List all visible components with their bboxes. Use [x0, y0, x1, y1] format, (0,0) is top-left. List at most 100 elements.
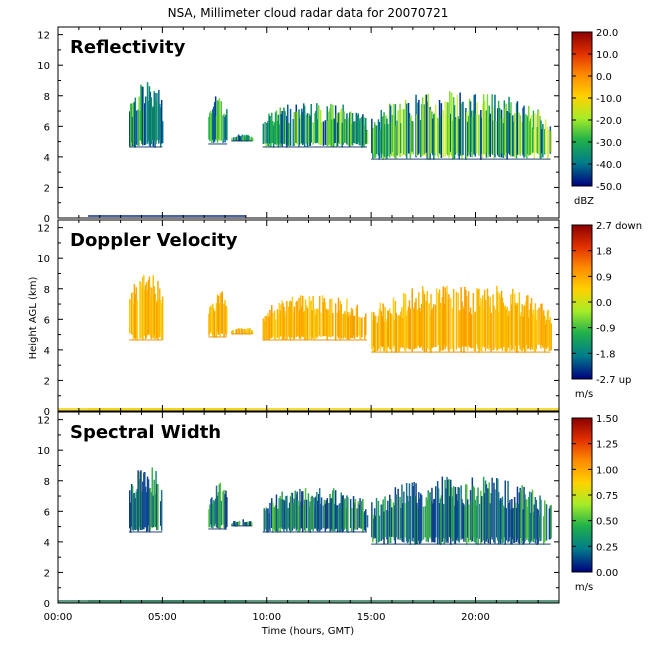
cloud-column [135, 287, 138, 339]
cloud-column [385, 115, 387, 160]
cloud-column [454, 486, 457, 544]
cloud-column [538, 110, 540, 155]
cloud-column [281, 111, 283, 147]
cloud-column [356, 115, 358, 145]
cloud-segment [262, 295, 367, 341]
colorbar-tick-label: 0.25 [596, 542, 618, 553]
cloud-column [325, 500, 327, 530]
cloud-column [346, 495, 348, 532]
cloud-column [466, 484, 468, 545]
cloud-column [426, 291, 428, 349]
cloud-base-edge [129, 339, 163, 341]
cloud-column [532, 110, 535, 153]
cloud-column [232, 330, 234, 335]
cloud-column [292, 119, 295, 147]
cloud-column [130, 293, 133, 335]
cloud-column [211, 307, 213, 334]
cloud-column [352, 121, 355, 143]
cloud-column [531, 127, 534, 153]
cloud-column [342, 104, 344, 145]
cloud-column [322, 302, 325, 336]
cloud-column [331, 498, 333, 529]
cloud-column [489, 113, 491, 157]
cloud-column [519, 115, 521, 156]
cloud-column [356, 508, 358, 530]
cloud-column [487, 295, 490, 346]
cloud-column [424, 506, 427, 538]
cloud-column [500, 499, 503, 540]
cloud-column [447, 480, 449, 543]
cloud-column [371, 502, 373, 538]
cloud-column [289, 300, 292, 341]
cloud-base-edge [129, 146, 163, 148]
cloud-column [296, 111, 298, 145]
cloud-column [316, 492, 318, 531]
cloud-column [236, 136, 238, 142]
cloud-column [377, 315, 380, 349]
cloud-column [453, 505, 456, 544]
cloud-column [308, 507, 311, 531]
cloud-column [244, 522, 246, 526]
cloud-column [359, 118, 361, 146]
cloud-column [287, 306, 290, 337]
cloud-column [522, 316, 524, 348]
cloud-column [214, 498, 217, 524]
cloud-column [419, 308, 421, 348]
cloud-column [415, 483, 417, 544]
cloud-column [317, 309, 319, 338]
cloud-column [540, 303, 542, 349]
cloud-column [384, 496, 386, 538]
cloud-column [490, 312, 492, 352]
cloud-column [387, 310, 389, 348]
cloud-column [413, 307, 415, 350]
cloud-column [224, 116, 226, 143]
cloud-column [269, 115, 271, 144]
cloud-column [386, 118, 388, 159]
cloud-column [134, 293, 137, 340]
cloud-column [154, 493, 156, 528]
cloud-column [137, 470, 139, 532]
y-tick-label: 0 [44, 214, 50, 225]
cloud-column [275, 494, 278, 532]
cloud-column [382, 499, 384, 540]
colorbar-tick-label: -40.0 [596, 160, 622, 171]
cloud-column [401, 109, 403, 156]
cloud-column [347, 497, 349, 533]
cloud-column [390, 314, 393, 353]
cloud-column [245, 522, 247, 526]
cloud-column [364, 511, 366, 531]
cloud-column [349, 499, 352, 528]
cloud-column [525, 499, 527, 539]
colorbar-tick-label: -0.9 [596, 324, 616, 335]
cloud-column [544, 324, 547, 348]
cloud-column [434, 498, 436, 543]
cloud-column [415, 94, 417, 158]
cloud-column [427, 490, 429, 543]
cloud-column [273, 122, 276, 145]
cloud-column [502, 302, 505, 347]
cloud-column [214, 96, 217, 140]
cloud-column [294, 112, 296, 143]
cloud-column [262, 123, 265, 144]
colorbar-tick-label: 0.0 [596, 72, 612, 83]
cloud-column [242, 519, 244, 526]
cloud-column [442, 503, 444, 539]
cloud-column [398, 314, 400, 353]
cloud-column [416, 114, 418, 157]
cloud-column [251, 138, 254, 142]
cloud-column [550, 504, 552, 538]
cloud-column [326, 106, 328, 147]
cloud-column [373, 122, 376, 159]
cloud-column [475, 505, 477, 545]
cloud-column [446, 476, 448, 542]
cloud-column [351, 309, 354, 339]
cloud-column [418, 292, 420, 346]
cloud-column [509, 499, 511, 538]
cloud-column [488, 105, 490, 155]
cloud-column [407, 306, 410, 349]
cloud-column [270, 316, 272, 339]
cloud-column [314, 497, 316, 529]
cloud-column [462, 306, 464, 347]
y-tick-label: 6 [44, 122, 50, 133]
cloud-column [467, 504, 470, 543]
